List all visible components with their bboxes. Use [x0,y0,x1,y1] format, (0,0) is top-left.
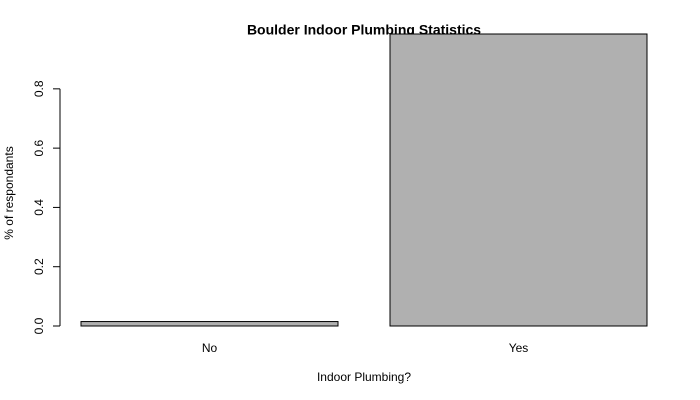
y-tick-label: 0.2 [32,258,46,275]
y-axis-label: % of respondants [2,146,16,239]
x-tick-label: No [202,341,218,355]
x-tick-label: Yes [509,341,529,355]
y-tick-label: 0.6 [32,139,46,156]
y-tick-label: 0.0 [32,317,46,334]
y-tick-label: 0.8 [32,80,46,97]
x-axis-label: Indoor Plumbing? [317,370,411,384]
bar [389,33,648,327]
y-tick-label: 0.4 [32,199,46,216]
bar [80,321,339,327]
